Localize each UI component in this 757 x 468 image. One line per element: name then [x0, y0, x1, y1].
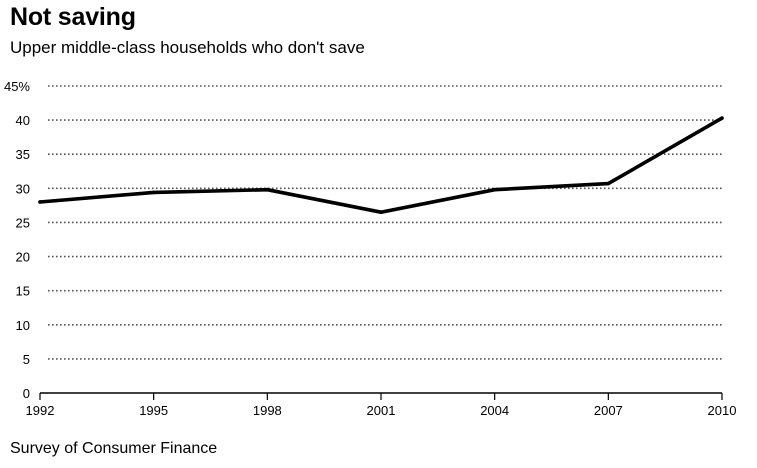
series-line-0 [39, 116, 723, 214]
data-point-1998 [265, 187, 270, 192]
x-tick-label-1995: 1995 [139, 403, 168, 418]
y-tick-label-10: 10 [16, 318, 30, 333]
x-tick-label-1998: 1998 [253, 403, 282, 418]
y-tick-label-15: 15 [16, 284, 30, 299]
y-tick-label-25: 25 [16, 215, 30, 230]
y-tick-label-45: 45% [4, 79, 30, 94]
x-tick-label-2001: 2001 [367, 403, 396, 418]
y-tick-label-35: 35 [16, 147, 30, 162]
data-point-2004 [492, 187, 497, 192]
data-point-1995 [151, 190, 156, 195]
y-tick-label-0: 0 [23, 386, 30, 401]
x-tick-label-2004: 2004 [480, 403, 509, 418]
chart-title: Not saving [10, 3, 136, 31]
y-tick-label-30: 30 [16, 181, 30, 196]
y-tick-label-5: 5 [23, 352, 30, 367]
data-point-2001 [379, 210, 383, 215]
x-tick-label-1992: 1992 [26, 403, 55, 418]
data-point-2007 [606, 181, 611, 186]
y-tick-label-40: 40 [16, 113, 30, 128]
data-point-2010 [720, 116, 724, 120]
chart-subtitle: Upper middle-class households who don't … [10, 38, 365, 57]
chart-source: Survey of Consumer Finance [10, 440, 218, 457]
data-point-1992 [38, 200, 42, 204]
y-tick-label-20: 20 [16, 250, 30, 265]
x-tick-label-2010: 2010 [708, 403, 737, 418]
x-tick-label-2007: 2007 [594, 403, 623, 418]
